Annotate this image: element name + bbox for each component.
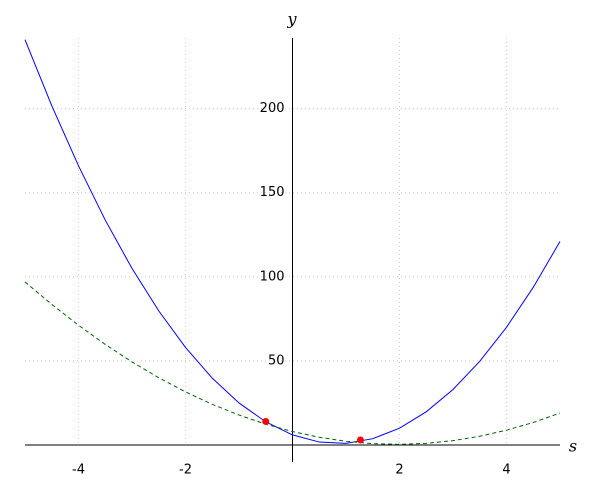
curve bbox=[24, 39, 561, 444]
x-axis-label: s bbox=[569, 437, 577, 456]
point bbox=[356, 436, 364, 444]
x-tick-label: 2 bbox=[395, 463, 403, 478]
x-tick-label: -4 bbox=[72, 463, 85, 478]
y-tick-label: 100 bbox=[260, 269, 285, 284]
y-tick-label: 150 bbox=[260, 185, 285, 200]
y-axis-label: y bbox=[286, 10, 297, 29]
x-tick-label: -2 bbox=[179, 463, 192, 478]
point bbox=[262, 417, 270, 425]
curve bbox=[24, 281, 561, 445]
x-tick-label: 4 bbox=[502, 463, 510, 478]
y-tick-label: 50 bbox=[268, 353, 285, 368]
y-tick-label: 200 bbox=[260, 101, 285, 116]
